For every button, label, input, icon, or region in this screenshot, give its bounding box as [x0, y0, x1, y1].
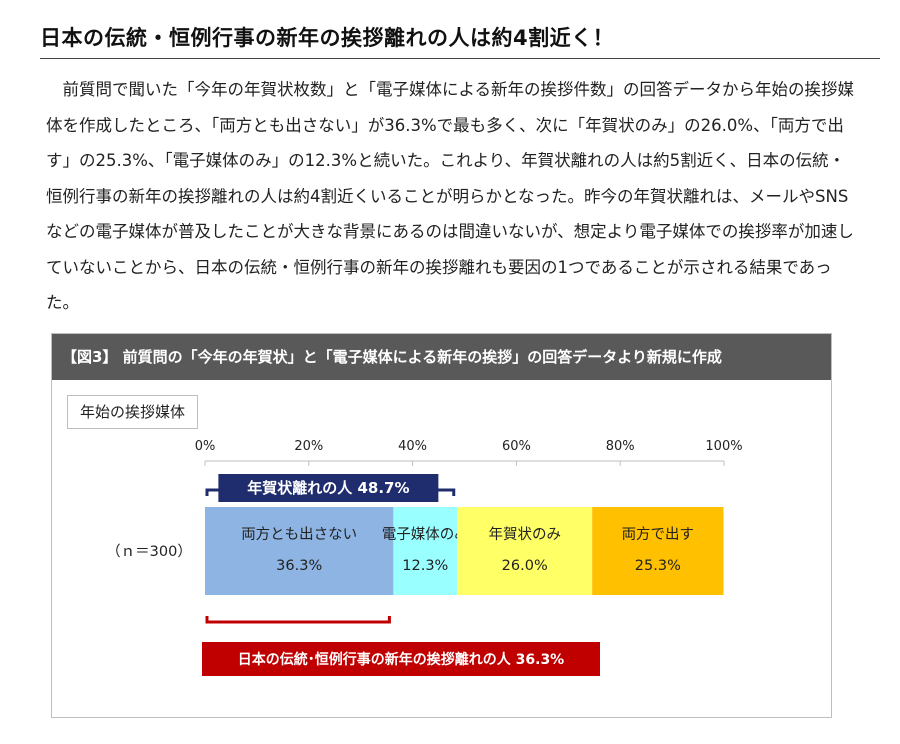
category-label: （ｎ＝300）: [106, 543, 192, 560]
segment-value-label: 26.0%: [502, 558, 548, 574]
page-title: 日本の伝統・恒例行事の新年の挨拶離れの人は約4割近く！: [40, 26, 615, 50]
figure-panel: 【図3】 前質問の「今年の年賀状」と「電子媒体による新年の挨拶」の回答データより…: [51, 333, 832, 718]
bar-segment: [592, 507, 724, 595]
x-tick-label: 100%: [705, 439, 742, 454]
annotation-box: [218, 474, 439, 502]
bar-segment: [393, 507, 458, 595]
x-tick-label: 60%: [502, 439, 531, 454]
segment-name-label: 両方で出す: [622, 526, 695, 543]
x-tick-label: 20%: [294, 439, 323, 454]
page-heading: 日本の伝統・恒例行事の新年の挨拶離れの人は約4割近く！: [40, 22, 880, 59]
x-tick-label: 80%: [606, 439, 635, 454]
segment-name-label: 電子媒体のみ: [382, 526, 469, 543]
segment-value-label: 36.3%: [276, 558, 322, 574]
body-paragraph: 前質問で聞いた「今年の年賀状枚数」と「電子媒体による新年の挨拶件数」の回答データ…: [46, 80, 855, 312]
figure-header: 【図3】 前質問の「今年の年賀状」と「電子媒体による新年の挨拶」の回答データより…: [52, 334, 831, 380]
annotation-box: [202, 642, 600, 676]
segment-name-label: 年賀状のみ: [488, 526, 561, 543]
annotation-label: 年賀状離れの人 48.7%: [247, 479, 409, 497]
segment-name-label: 両方とも出さない: [241, 526, 357, 543]
bar-segment: [457, 507, 593, 595]
bar-segment: [205, 507, 394, 595]
annotation-label: 日本の伝統･恒例行事の新年の挨拶離れの人 36.3%: [238, 651, 564, 668]
x-tick-label: 0%: [195, 439, 216, 454]
segment-value-label: 25.3%: [635, 558, 681, 574]
bracket-below: [205, 616, 391, 624]
figure-subtitle: 年始の挨拶媒体: [67, 395, 199, 429]
x-tick-label: 40%: [398, 439, 427, 454]
stacked-bar-chart: 0% 20% 40% 60% 80% 100% （ｎ＝300） 両方とも出さない 36.3% 電子…: [106, 439, 743, 676]
segment-value-label: 12.3%: [402, 558, 448, 574]
